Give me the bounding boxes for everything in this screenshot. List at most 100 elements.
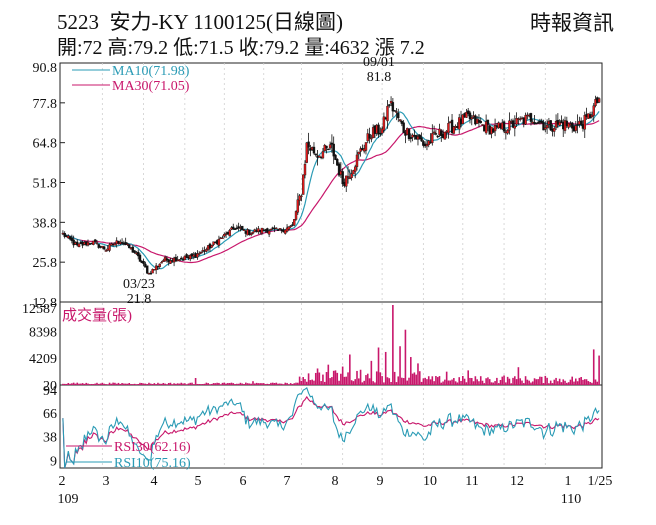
volume-bar xyxy=(85,382,88,385)
candle-body xyxy=(386,105,389,122)
volume-bar xyxy=(359,369,362,385)
candle-body xyxy=(418,134,421,140)
volume-bar xyxy=(311,379,313,385)
candle-body xyxy=(597,98,601,103)
high-value-label: 81.8 xyxy=(367,70,392,85)
candle-body xyxy=(289,225,292,228)
volume-bar xyxy=(497,383,500,385)
candle-body xyxy=(296,199,300,213)
candle-body xyxy=(544,127,547,130)
volume-bar xyxy=(492,382,495,385)
candle-body xyxy=(233,228,237,230)
volume-bar xyxy=(530,382,532,385)
volume-bar xyxy=(193,384,195,385)
candle-body xyxy=(93,239,97,242)
volume-bar xyxy=(275,382,278,385)
candle-body xyxy=(576,124,579,126)
volume-bar xyxy=(282,384,285,385)
volume-bar xyxy=(214,383,217,385)
volume-bar xyxy=(203,383,206,385)
month-label: 1/25 xyxy=(588,474,613,489)
candle-body xyxy=(397,113,400,119)
candle-body xyxy=(479,120,482,124)
candle-body xyxy=(352,170,355,175)
candle-body xyxy=(336,159,339,166)
volume-bar xyxy=(101,382,104,385)
candle-body xyxy=(321,151,325,159)
candle-body xyxy=(391,102,395,112)
candle-body xyxy=(364,142,368,151)
volume-bar xyxy=(560,382,563,385)
candle-body xyxy=(346,176,350,178)
volume-bar xyxy=(524,376,527,385)
volume-bar xyxy=(451,379,453,385)
volume-bar xyxy=(537,379,539,385)
candle-body xyxy=(327,148,330,151)
volume-bar xyxy=(390,381,392,385)
volume-bar xyxy=(194,378,197,385)
volume-bar xyxy=(404,329,407,385)
candle-body xyxy=(536,122,540,124)
volume-bar xyxy=(316,368,319,385)
volume-bar xyxy=(566,382,568,385)
volume-bar xyxy=(148,382,150,385)
candle-body xyxy=(189,255,192,260)
candle-body xyxy=(158,263,161,267)
candle-body xyxy=(165,258,169,261)
volume-bar xyxy=(515,379,518,385)
volume-bar xyxy=(239,382,242,385)
month-label: 7 xyxy=(284,474,291,489)
volume-bar xyxy=(234,384,236,385)
candle-body xyxy=(466,110,470,115)
candle-body xyxy=(553,128,556,132)
candle-body xyxy=(502,121,506,132)
volume-tick-label: 4209 xyxy=(29,352,57,367)
volume-bar xyxy=(340,373,342,385)
candle-body xyxy=(425,144,429,147)
volume-bar xyxy=(225,383,227,385)
candle-body xyxy=(199,251,203,254)
volume-tick-label: 8398 xyxy=(29,326,57,341)
volume-bar xyxy=(189,382,192,385)
candle-body xyxy=(388,104,391,106)
candle-body xyxy=(276,229,280,231)
volume-bar xyxy=(284,382,287,385)
volume-bar xyxy=(334,370,337,385)
volume-bar xyxy=(207,383,209,385)
month-label: 1 xyxy=(565,474,572,489)
volume-bar xyxy=(94,383,96,385)
volume-bar xyxy=(564,380,566,385)
candle-body xyxy=(579,120,583,125)
volume-bar xyxy=(349,354,351,385)
candle-body xyxy=(440,130,443,137)
volume-bar xyxy=(445,371,448,385)
volume-bar xyxy=(259,383,261,385)
volume-bar xyxy=(320,381,322,385)
volume-bar xyxy=(363,380,365,385)
rsi-tick-label: 38 xyxy=(43,430,57,445)
price-tick-label: 77.8 xyxy=(33,97,58,112)
volume-bar xyxy=(304,379,306,385)
volume-bar xyxy=(88,384,91,385)
volume-bar xyxy=(508,378,511,385)
candle-body xyxy=(368,133,371,139)
volume-bar xyxy=(357,378,360,385)
volume-bar xyxy=(257,383,260,385)
volume-bar xyxy=(130,384,132,385)
volume-bar xyxy=(576,381,579,385)
volume-bar xyxy=(571,376,574,385)
candle-body xyxy=(305,142,308,163)
candle-body xyxy=(461,114,465,124)
volume-bar xyxy=(440,382,443,385)
volume-bar xyxy=(361,382,364,385)
candle-body xyxy=(154,265,158,271)
volume-bar xyxy=(470,378,473,385)
volume-bar xyxy=(485,378,487,385)
volume-bar xyxy=(105,384,107,385)
volume-bar xyxy=(503,375,505,385)
candle-body xyxy=(350,173,353,178)
volume-bar xyxy=(514,376,516,385)
volume-bar xyxy=(372,381,374,385)
volume-bar xyxy=(463,378,466,385)
volume-bar xyxy=(569,379,572,385)
